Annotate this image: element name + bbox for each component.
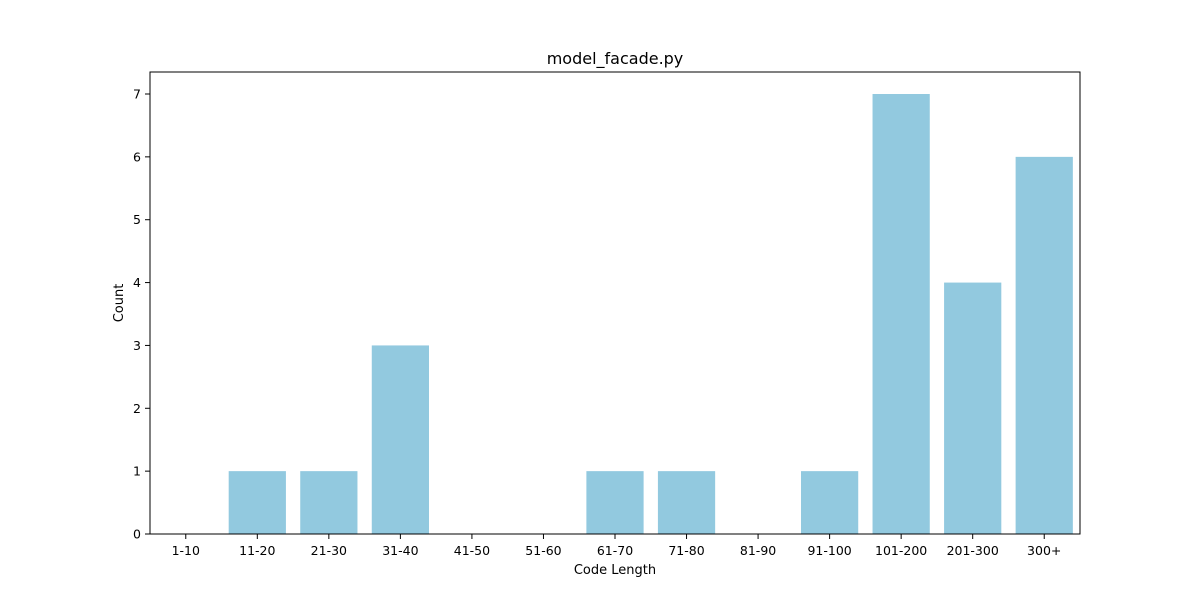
bar-91-100 <box>801 471 859 534</box>
y-tick-label: 3 <box>133 338 141 353</box>
y-tick-label: 6 <box>133 149 141 164</box>
y-axis: 0 1 2 3 4 5 6 7 <box>133 87 150 542</box>
x-tick-label: 61-70 <box>597 543 633 558</box>
bar-11-20 <box>228 471 286 534</box>
x-tick-label: 1-10 <box>172 543 200 558</box>
y-tick-label: 1 <box>133 464 141 479</box>
x-tick-label: 31-40 <box>382 543 418 558</box>
bar-101-200 <box>872 94 930 534</box>
bar-71-80 <box>657 471 716 534</box>
bar-31-40 <box>371 345 429 534</box>
plot-area-frame <box>149 71 1081 535</box>
x-axis-label: Code Length <box>574 563 656 578</box>
x-tick-label: 300+ <box>1027 543 1061 558</box>
y-tick-label: 2 <box>133 401 141 416</box>
bars-group <box>228 94 1073 535</box>
x-tick-label: 21-30 <box>311 543 347 558</box>
y-tick-label: 4 <box>133 275 141 290</box>
x-tick-label: 71-80 <box>668 543 704 558</box>
bar-300+ <box>1015 156 1073 535</box>
x-tick-label: 51-60 <box>525 543 561 558</box>
chart-title: model_facade.py <box>547 49 684 69</box>
y-tick-label: 5 <box>133 212 141 227</box>
y-tick-label: 0 <box>133 527 141 542</box>
bar-21-30 <box>300 471 358 534</box>
x-tick-label: 201-300 <box>947 543 999 558</box>
x-tick-label: 91-100 <box>807 543 851 558</box>
x-tick-label: 101-200 <box>875 543 927 558</box>
x-axis: 1-10 11-20 21-30 31-40 41-50 51-60 61-70 71-80 8… <box>172 534 1061 558</box>
bar-201-300 <box>944 282 1002 534</box>
x-tick-label: 81-90 <box>740 543 776 558</box>
y-tick-label: 7 <box>133 87 141 102</box>
x-tick-label: 41-50 <box>454 543 490 558</box>
x-tick-label: 11-20 <box>239 543 275 558</box>
bar-61-70 <box>586 471 644 534</box>
y-axis-label: Count <box>112 284 127 323</box>
